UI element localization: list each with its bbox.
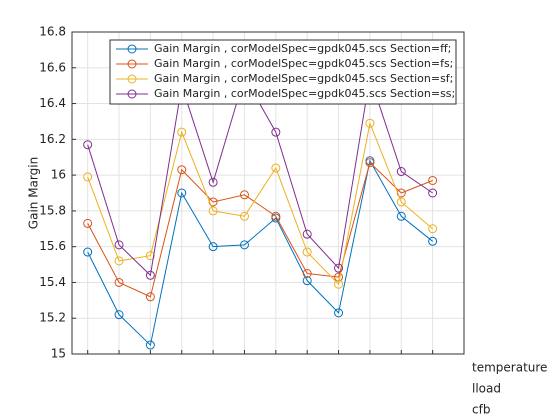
x-row-label: cfb — [472, 403, 490, 417]
series-line — [87, 159, 433, 347]
marker — [271, 127, 281, 137]
marker — [145, 251, 155, 261]
marker — [114, 277, 124, 287]
marker — [271, 163, 281, 173]
series — [83, 118, 438, 289]
marker — [83, 218, 93, 228]
marker — [334, 263, 344, 273]
legend-label: Gain Margin , corModelSpec=gpdk045.scs S… — [154, 72, 453, 85]
y-tick-label: 16 — [51, 168, 66, 182]
marker — [428, 188, 438, 198]
marker — [177, 188, 187, 198]
legend-marker — [127, 74, 137, 84]
legend-marker — [127, 89, 137, 99]
legend-box — [109, 39, 457, 105]
marker — [334, 308, 344, 318]
marker — [208, 177, 218, 187]
marker — [83, 247, 93, 257]
series-line — [87, 121, 433, 286]
marker — [302, 229, 312, 239]
marker — [114, 310, 124, 320]
y-axis-label: Gain Margin — [27, 157, 41, 229]
marker — [396, 167, 406, 177]
marker — [83, 172, 93, 182]
marker — [302, 269, 312, 278]
series-line — [87, 161, 433, 298]
legend-marker — [127, 44, 137, 54]
marker — [396, 211, 406, 221]
marker — [114, 256, 124, 266]
legend-label: Gain Margin , corModelSpec=gpdk045.scs S… — [154, 87, 455, 100]
x-row-label: temperature — [472, 361, 547, 375]
series — [83, 158, 438, 302]
marker — [239, 240, 249, 250]
marker — [145, 340, 155, 350]
marker — [177, 165, 187, 175]
marker — [302, 247, 312, 257]
y-tick-label: 15.8 — [39, 203, 66, 217]
marker — [177, 127, 187, 137]
y-tick-label: 15.6 — [39, 239, 66, 253]
marker — [239, 190, 249, 200]
marker — [271, 211, 281, 221]
y-tick-label: 16.6 — [39, 60, 66, 74]
y-tick-label: 16.4 — [39, 96, 66, 110]
marker — [365, 158, 375, 168]
y-tick-label: 15.2 — [39, 311, 66, 325]
marker — [428, 175, 438, 185]
marker — [208, 206, 218, 216]
axes-box — [71, 31, 465, 355]
marker — [428, 224, 438, 234]
marker — [208, 242, 218, 252]
legend-marker — [127, 59, 137, 69]
marker — [239, 211, 249, 221]
y-tick-label: 16.2 — [39, 132, 66, 146]
legend-label: Gain Margin , corModelSpec=gpdk045.scs S… — [154, 42, 451, 55]
marker — [365, 118, 375, 128]
y-tick-label: 16.8 — [39, 25, 66, 39]
x-row-label: lload — [472, 382, 501, 396]
marker — [334, 272, 344, 282]
marker — [145, 292, 155, 302]
marker — [145, 270, 155, 280]
marker — [334, 279, 344, 289]
marker — [83, 140, 93, 150]
y-tick-label: 15.4 — [39, 275, 66, 289]
marker — [428, 236, 438, 246]
marker — [396, 197, 406, 207]
marker — [302, 276, 312, 286]
legend: Gain Margin , corModelSpec=gpdk045.scs S… — [109, 39, 457, 105]
marker — [114, 240, 124, 250]
legend-label: Gain Margin , corModelSpec=gpdk045.scs S… — [154, 57, 453, 70]
y-tick-label: 15 — [51, 347, 66, 361]
